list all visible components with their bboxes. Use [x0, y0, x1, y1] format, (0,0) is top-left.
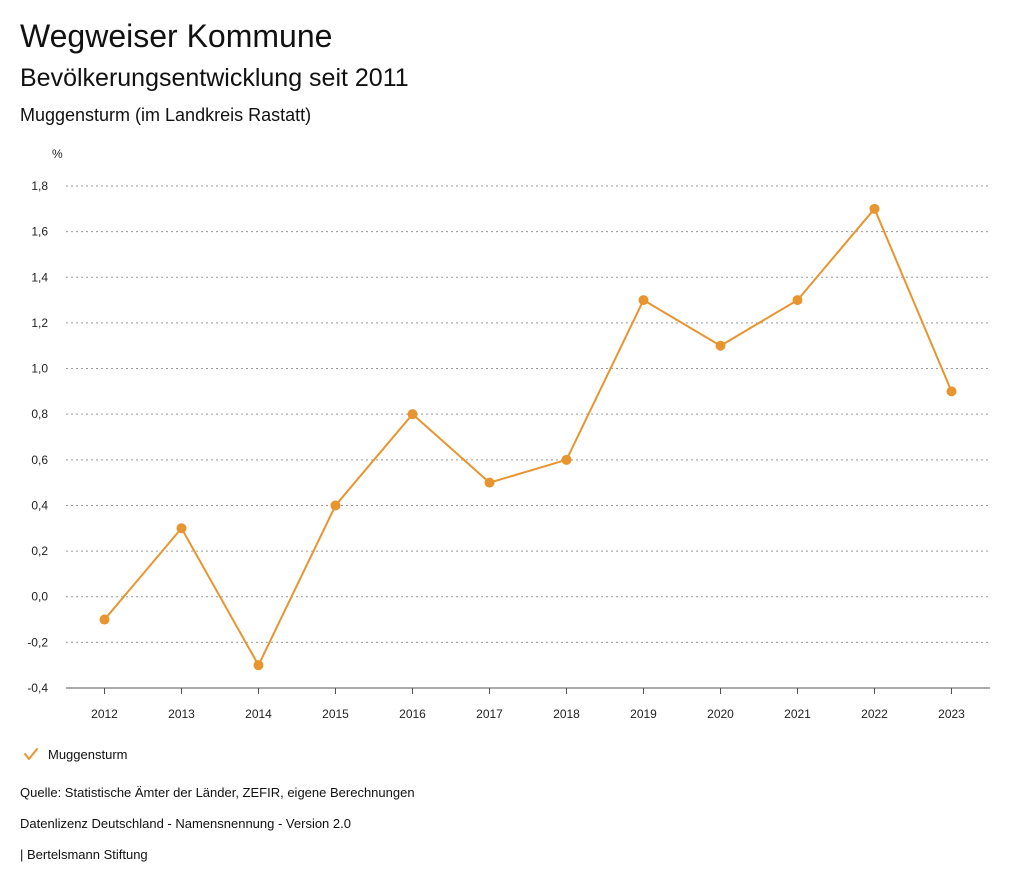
chart-subtitle: Bevölkerungsentwicklung seit 2011	[20, 64, 409, 92]
data-point	[176, 523, 187, 534]
source-note: Quelle: Statistische Ämter der Länder, Z…	[20, 785, 415, 800]
data-point	[253, 660, 264, 671]
x-tick-label: 2022	[861, 707, 888, 721]
y-tick-label: -0,2	[27, 635, 48, 649]
data-point	[561, 454, 572, 465]
data-point	[869, 203, 880, 214]
license-note: Datenlizenz Deutschland - Namensnennung …	[20, 816, 351, 831]
y-tick-label: 1,8	[31, 179, 48, 193]
y-tick-label: 1,4	[31, 270, 48, 284]
y-tick-label: 1,6	[31, 225, 48, 239]
series-line-muggensturm	[103, 207, 953, 667]
data-point	[946, 386, 957, 397]
x-tick-label: 2021	[784, 707, 811, 721]
x-tick-label: 2012	[91, 707, 118, 721]
data-point	[407, 409, 418, 420]
x-tick-label: 2018	[553, 707, 580, 721]
x-tick-label: 2014	[245, 707, 272, 721]
x-tick-label: 2016	[399, 707, 426, 721]
data-point	[638, 295, 649, 306]
check-icon	[24, 748, 38, 760]
y-tick-label: 0,0	[31, 590, 48, 604]
x-tick-label: 2017	[476, 707, 503, 721]
y-tick-label: -0,4	[27, 681, 48, 695]
legend-label-muggensturm: Muggensturm	[48, 746, 128, 762]
x-tick-label: 2013	[168, 707, 195, 721]
y-tick-label: 0,2	[31, 544, 48, 558]
data-point	[330, 500, 341, 511]
data-point	[99, 614, 110, 625]
page-title: Wegweiser Kommune	[20, 18, 333, 54]
y-tick-label: 0,6	[31, 453, 48, 467]
x-tick-label: 2015	[322, 707, 349, 721]
data-point	[715, 340, 726, 351]
region-label: Muggensturm (im Landkreis Rastatt)	[20, 105, 312, 125]
y-axis-unit-label: %	[52, 147, 63, 161]
y-tick-label: 1,2	[31, 316, 48, 330]
x-tick-label: 2023	[938, 707, 965, 721]
data-point	[484, 477, 495, 488]
y-tick-label: 0,8	[31, 407, 48, 421]
x-tick-label: 2019	[630, 707, 657, 721]
legend[interactable]: Muggensturm	[22, 744, 127, 764]
x-tick-label: 2020	[707, 707, 734, 721]
y-tick-label: 0,4	[31, 498, 48, 512]
publisher-note: | Bertelsmann Stiftung	[20, 847, 148, 862]
y-tick-label: 1,0	[31, 362, 48, 376]
data-point	[792, 295, 803, 306]
